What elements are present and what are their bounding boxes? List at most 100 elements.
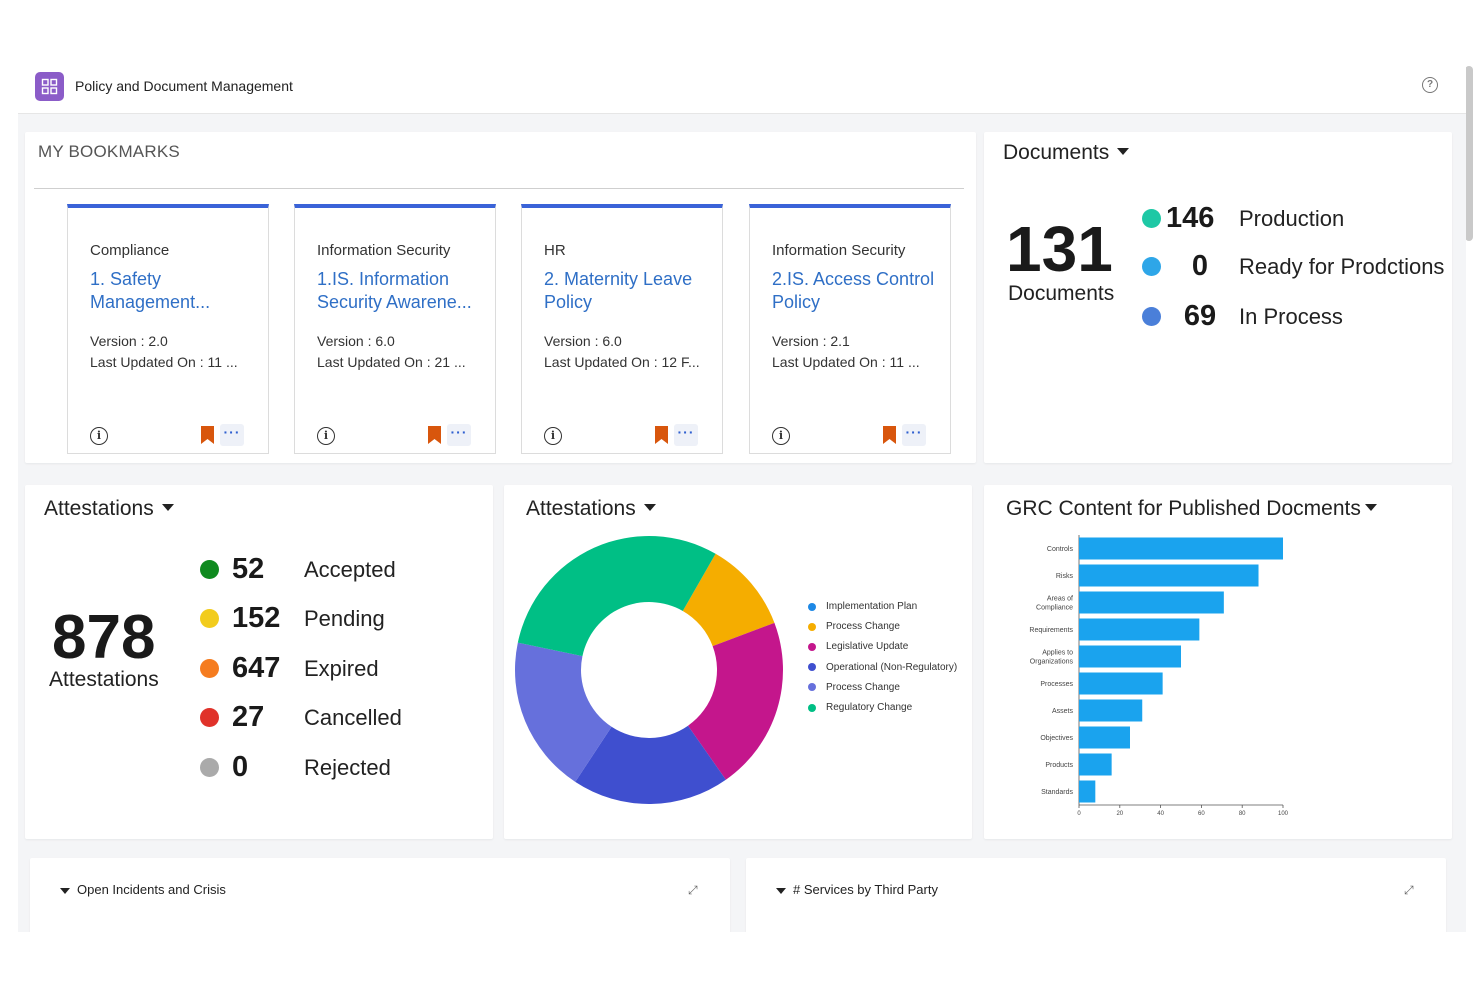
- bar[interactable]: [1079, 753, 1112, 776]
- expand-icon[interactable]: ⤢: [1404, 883, 1414, 897]
- legend-dot: [808, 683, 816, 692]
- x-tick-label: 20: [1116, 811, 1123, 816]
- donut-slice[interactable]: [575, 725, 726, 804]
- card-category: Compliance: [90, 242, 170, 259]
- attestations-title: Attestations: [44, 497, 154, 520]
- documents-status-label: Production: [1239, 205, 1345, 231]
- x-tick-label: 80: [1239, 811, 1246, 816]
- attestations-total: 878: [52, 603, 156, 672]
- documents-row-in-process: 69 In Process: [1142, 300, 1343, 333]
- bookmark-icon[interactable]: [428, 426, 441, 444]
- bookmarks-title: MY BOOKMARKS: [38, 142, 180, 161]
- more-options-icon[interactable]: ···: [902, 424, 926, 446]
- bar[interactable]: [1079, 699, 1143, 722]
- attestation-status-label: Cancelled: [304, 704, 402, 730]
- bookmark-card[interactable]: HR 2. Maternity Leave Policy Version : 6…: [521, 204, 723, 454]
- documents-row-production: 146 Production: [1142, 202, 1344, 235]
- bar[interactable]: [1079, 672, 1163, 695]
- attestation-status-label: Accepted: [304, 556, 396, 582]
- chevron-down-icon[interactable]: [776, 888, 786, 894]
- grid-app-icon[interactable]: [35, 72, 64, 101]
- chevron-down-icon: [161, 503, 174, 511]
- legend-dot: [808, 622, 816, 631]
- bookmark-card[interactable]: Information Security 1.IS. Information S…: [294, 204, 496, 454]
- attestation-row: 152 Pending: [200, 602, 385, 635]
- grc-dropdown[interactable]: GRC Content for Published Docments: [1006, 497, 1377, 521]
- attestation-row: 27 Cancelled: [200, 701, 402, 734]
- legend-item[interactable]: Implementation Plan: [808, 601, 917, 612]
- card-title-link[interactable]: 1.IS. Information Security Awarene...: [317, 269, 472, 312]
- card-title-link[interactable]: 2. Maternity Leave Policy: [544, 269, 693, 312]
- status-dot: [1142, 209, 1161, 228]
- card-category: Information Security: [772, 242, 906, 259]
- attestations-chart-panel: Attestations Implementation Plan Process …: [504, 485, 972, 839]
- more-options-icon[interactable]: ···: [220, 424, 244, 446]
- bar[interactable]: [1079, 591, 1224, 614]
- legend-label: Legislative Update: [826, 641, 909, 653]
- top-bar: Policy and Document Management ?: [18, 62, 1466, 114]
- chevron-down-icon[interactable]: [60, 888, 70, 894]
- attestations-chart-title: Attestations: [526, 497, 636, 520]
- bar[interactable]: [1079, 537, 1283, 560]
- status-dot: [200, 659, 219, 678]
- bar-category-label: Standards: [1041, 789, 1073, 796]
- bookmark-icon[interactable]: [655, 426, 668, 444]
- donut-slice[interactable]: [682, 553, 775, 647]
- info-icon[interactable]: i: [544, 427, 562, 445]
- incidents-panel: Open Incidents and Crisis ⤢: [30, 858, 730, 932]
- documents-dropdown[interactable]: Documents: [1003, 141, 1130, 165]
- bookmark-card[interactable]: Information Security 2.IS. Access Contro…: [749, 204, 951, 454]
- x-tick-label: 100: [1278, 811, 1289, 816]
- card-version: Version : 2.0: [90, 333, 168, 349]
- status-dot: [1142, 257, 1161, 276]
- grc-panel: GRC Content for Published Docments Contr…: [984, 485, 1452, 839]
- app-window: Policy and Document Management ? MY BOOK…: [18, 62, 1466, 932]
- bar[interactable]: [1079, 726, 1130, 749]
- donut-slice[interactable]: [517, 536, 716, 657]
- chevron-down-icon: [1364, 503, 1377, 511]
- info-icon[interactable]: i: [90, 427, 108, 445]
- grc-bar-chart: Controls Risks Areas of Compliance Requireme…: [1029, 535, 1289, 816]
- attestation-row: 0 Rejected: [200, 751, 391, 784]
- info-icon[interactable]: i: [772, 427, 790, 445]
- legend-item[interactable]: Operational (Non-Regulatory): [808, 662, 957, 673]
- page-scrollbar[interactable]: [1465, 66, 1473, 241]
- expand-icon[interactable]: ⤢: [688, 883, 698, 897]
- attestation-count: 0: [232, 751, 249, 783]
- legend-item[interactable]: Process Change: [808, 682, 900, 693]
- legend-item[interactable]: Process Change: [808, 621, 900, 632]
- attestations-summary-panel: Attestations 878 Attestations 52 Accepte…: [25, 485, 493, 839]
- donut-slice[interactable]: [688, 622, 783, 780]
- attestations-total-label: Attestations: [49, 668, 159, 691]
- card-title-link[interactable]: 1. Safety Management...: [90, 269, 211, 312]
- bar-category-label: Compliance: [1036, 605, 1073, 612]
- documents-count: 0: [1191, 250, 1209, 282]
- donut-slice[interactable]: [515, 642, 612, 782]
- bar[interactable]: [1079, 645, 1181, 668]
- card-title-link[interactable]: 2.IS. Access Control Policy: [772, 269, 935, 312]
- more-options-icon[interactable]: ···: [447, 424, 471, 446]
- card-category: HR: [544, 242, 566, 259]
- card-last-updated: Last Updated On : 11 ...: [772, 354, 920, 370]
- attestations-chart-dropdown[interactable]: Attestations: [526, 497, 656, 521]
- legend-label: Process Change: [826, 681, 900, 693]
- bar-category-label: Controls: [1047, 546, 1074, 553]
- bar[interactable]: [1079, 618, 1200, 641]
- legend-item[interactable]: Legislative Update: [808, 641, 908, 652]
- more-options-icon[interactable]: ···: [674, 424, 698, 446]
- legend-dot: [808, 703, 816, 712]
- bar[interactable]: [1079, 564, 1259, 587]
- card-category: Information Security: [317, 242, 451, 259]
- services-panel: # Services by Third Party ⤢: [746, 858, 1446, 932]
- info-icon[interactable]: i: [317, 427, 335, 445]
- help-icon[interactable]: ?: [1422, 77, 1438, 93]
- bookmark-icon[interactable]: [883, 426, 896, 444]
- bookmark-icon[interactable]: [201, 426, 214, 444]
- bookmark-card[interactable]: Compliance 1. Safety Management... Versi…: [67, 204, 269, 454]
- bar[interactable]: [1079, 780, 1096, 803]
- attestations-dropdown[interactable]: Attestations: [44, 497, 174, 521]
- services-title: # Services by Third Party: [793, 882, 938, 897]
- legend-item[interactable]: Regulatory Change: [808, 702, 912, 713]
- status-dot: [200, 708, 219, 727]
- bar-category-label: Organizations: [1030, 659, 1074, 666]
